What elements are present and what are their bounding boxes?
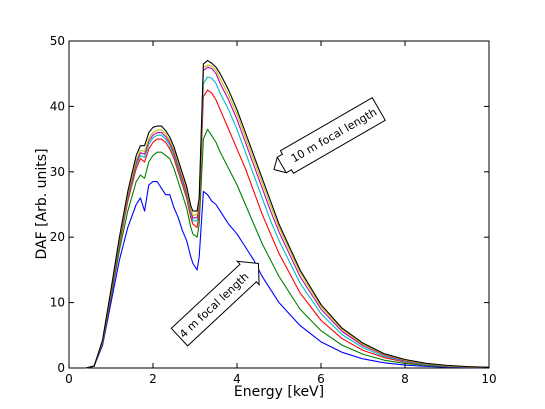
annotation-4m-label: 4 m focal length — [177, 270, 251, 341]
annotation-4m-arrow — [170, 260, 260, 347]
x-tick-label: 4 — [233, 372, 241, 386]
x-tick-label: 6 — [317, 372, 325, 386]
x-axis-label: Energy [keV] — [234, 384, 324, 400]
annotation-10m-arrow — [273, 97, 386, 174]
x-tick-label: 8 — [401, 372, 409, 386]
series-line-1 — [85, 128, 490, 369]
annotation-10m: 10 m focal length — [273, 97, 386, 174]
series-layer — [85, 60, 490, 369]
series-line-3 — [85, 76, 490, 369]
series-line-5 — [85, 64, 490, 369]
y-tick-label: 50 — [50, 34, 65, 48]
series-line-4 — [85, 66, 490, 369]
y-tick-label: 10 — [50, 296, 65, 310]
y-axis-label: DAF [Arb. units] — [34, 148, 50, 259]
y-tick-label: 20 — [50, 230, 65, 244]
x-tick-label: 10 — [481, 372, 496, 386]
y-tick-label: 0 — [57, 361, 65, 375]
annotation-4m: 4 m focal length — [170, 260, 260, 347]
y-tick-label: 40 — [50, 99, 65, 113]
ticks-layer: 0 2 4 6 8 10 0 10 20 30 40 50 — [50, 34, 497, 386]
annotation-10m-label: 10 m focal length — [289, 106, 379, 166]
x-tick-label: 0 — [65, 372, 73, 386]
y-tick-label: 30 — [50, 165, 65, 179]
plot-frame — [68, 40, 490, 369]
series-line-6 — [85, 60, 490, 369]
series-line-0 — [85, 181, 490, 369]
series-line-2 — [85, 89, 490, 369]
x-tick-label: 2 — [149, 372, 157, 386]
